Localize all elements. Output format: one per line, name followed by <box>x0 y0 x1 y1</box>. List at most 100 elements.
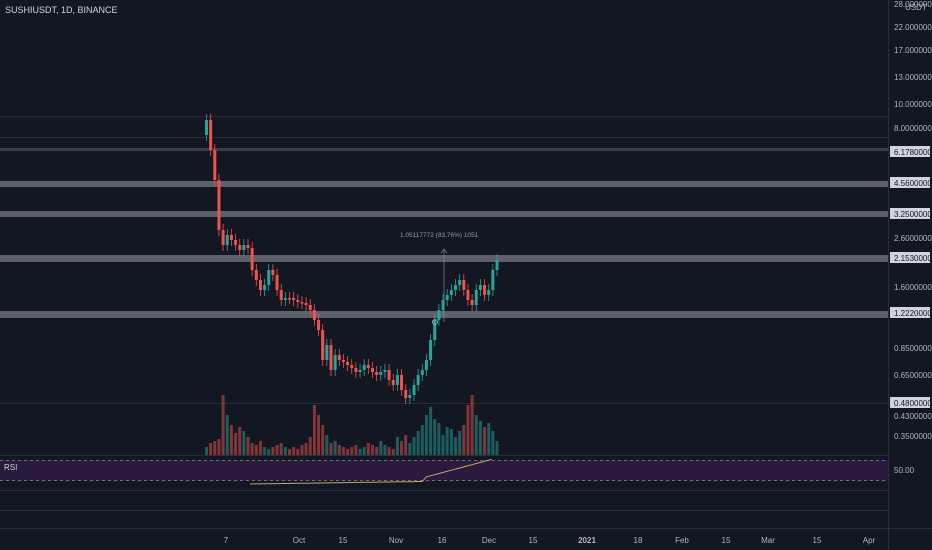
price-tick-label: 8.00000000 <box>894 124 932 133</box>
symbol-title[interactable]: SUSHIUSDT, 1D, BINANCE <box>5 5 118 15</box>
rsi-pane[interactable]: 50.00 <box>0 458 915 511</box>
volume-bar <box>225 415 229 455</box>
volume-bar <box>354 445 358 455</box>
volume-bar <box>412 437 416 455</box>
zone-band <box>0 181 888 187</box>
volume-bar <box>292 447 296 455</box>
measure-label: 1.05117772 (83.76%) 1051 <box>400 232 479 239</box>
candle-body <box>209 120 213 150</box>
volume-bar <box>337 445 341 455</box>
price-tag-label: 4.56000000 <box>894 179 932 188</box>
volume-bar <box>271 447 275 455</box>
zone-band <box>0 211 888 217</box>
candle-body <box>304 303 308 305</box>
candle-body <box>387 370 391 380</box>
candle-body <box>474 290 478 305</box>
volume-bar <box>366 443 370 455</box>
candle-body <box>205 120 208 135</box>
candle-body <box>300 302 304 304</box>
time-tick-label: Nov <box>389 536 403 545</box>
candle-body <box>250 248 254 270</box>
price-tick-label: 10.00000000 <box>894 100 932 109</box>
candle-body <box>375 372 379 375</box>
volume-bar <box>238 427 242 455</box>
volume-bar <box>383 445 387 455</box>
volume-bar <box>258 441 262 455</box>
measure-arrow-icon <box>440 248 448 254</box>
price-tag <box>890 208 930 219</box>
candle-body <box>292 298 296 300</box>
time-tick-label: Apr <box>863 536 876 545</box>
candle-body <box>424 360 428 370</box>
volume-bar <box>346 449 350 455</box>
candle-body <box>441 300 445 310</box>
volume-bar <box>221 395 225 455</box>
volume-bar <box>288 449 291 455</box>
volume-bar <box>429 407 433 455</box>
volume-bar <box>416 431 420 455</box>
candle-body <box>279 290 283 300</box>
price-axis[interactable]: USDT 28.00000000 22.00000000 17.00000000 13… <box>890 0 932 441</box>
price-tag-label: 2.15300000 <box>894 254 932 263</box>
volume-bar <box>300 445 304 455</box>
volume-bar <box>350 447 354 455</box>
volume-bar <box>478 421 482 455</box>
volume-bar <box>275 445 279 455</box>
candle-body <box>458 280 462 285</box>
candle-body <box>454 285 457 290</box>
volume-bar <box>379 441 383 455</box>
zone-band <box>0 137 888 138</box>
volume-bar <box>400 441 404 455</box>
candle-body <box>213 150 217 180</box>
volume-bar <box>371 445 374 455</box>
volume-bar <box>362 447 366 455</box>
candle-body <box>263 285 267 290</box>
time-tick-label: 2021 <box>578 536 596 545</box>
price-tag-label: 6.17800000 <box>894 148 932 157</box>
time-axis[interactable]: 7 Oct 15 Nov 16 Dec 15 2021 18 Feb 15 Mar 15 Apr <box>224 536 876 545</box>
candle-body <box>408 395 412 398</box>
candle-body <box>325 345 329 360</box>
time-tick-label: Oct <box>293 536 306 545</box>
volume-bar <box>474 415 478 455</box>
price-tick-label: 2.60000000 <box>894 234 932 243</box>
candle-body <box>395 375 399 385</box>
candle-body <box>242 245 246 250</box>
volume-bar <box>217 439 221 455</box>
time-tick-label: 15 <box>813 536 822 545</box>
candle-body <box>371 368 374 372</box>
volume-bar <box>279 443 283 455</box>
candle-body <box>491 270 495 290</box>
volume-bar <box>437 423 441 455</box>
candle-body <box>466 290 470 300</box>
volume-bar <box>209 443 213 455</box>
volume-bar <box>441 435 445 455</box>
candle-body <box>416 375 420 385</box>
time-tick-label: 16 <box>438 536 447 545</box>
candle-body <box>358 370 362 372</box>
volume-bar <box>358 449 362 455</box>
volume-bar <box>391 449 395 455</box>
candle-body <box>350 365 354 368</box>
volume-bar <box>424 415 428 455</box>
volume-bar <box>387 447 391 455</box>
volume-bar <box>445 427 449 455</box>
time-tick-label: Dec <box>482 536 496 545</box>
candle-body <box>400 375 404 390</box>
candle-body <box>329 345 333 370</box>
candle-body <box>420 370 424 375</box>
volume-bar <box>329 443 333 455</box>
candle-body <box>383 370 387 372</box>
candle-body <box>487 290 491 295</box>
volume-bar <box>466 405 470 455</box>
rsi-line <box>249 458 493 485</box>
measure-tool[interactable]: 1.05117772 (83.76%) 1051 <box>400 232 479 325</box>
candle-body <box>366 365 370 368</box>
candle-body <box>429 340 433 360</box>
price-tick-label: 28.00000000 <box>894 0 932 9</box>
measure-anchor-icon[interactable] <box>432 319 438 325</box>
